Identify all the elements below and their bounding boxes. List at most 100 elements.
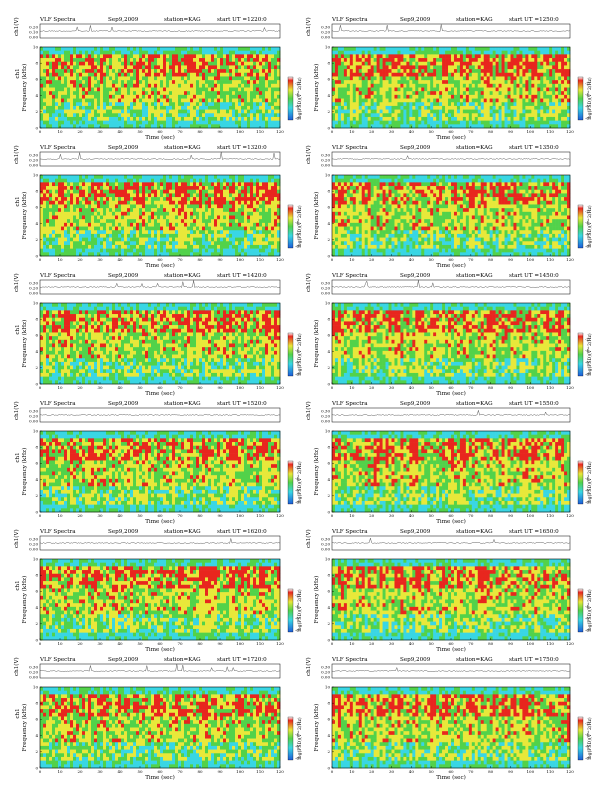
- spectrogram-cell: [223, 69, 226, 73]
- spectrogram-cell: [106, 117, 109, 121]
- spectrogram-cell: [61, 54, 64, 58]
- spectrogram-cell: [202, 110, 205, 114]
- spectrogram-cell: [271, 106, 274, 110]
- spectrogram-cell: [214, 73, 217, 77]
- spectrogram-cell: [70, 121, 73, 125]
- spectrogram-cell: [383, 47, 386, 51]
- spectrogram-cell: [136, 54, 139, 58]
- spectrogram-cell: [377, 110, 380, 114]
- spectrogram-cell: [265, 84, 268, 88]
- spectrogram-cell: [103, 106, 106, 110]
- spectrogram-cell: [40, 106, 43, 110]
- spectrogram-cell: [139, 69, 142, 73]
- spectrogram-cell: [356, 54, 359, 58]
- spectrogram-cell: [389, 99, 392, 103]
- spectrogram-cell: [70, 76, 73, 80]
- spectrogram-cell: [430, 106, 433, 110]
- spectrogram-cell: [217, 80, 220, 84]
- spectrogram-cell: [190, 58, 193, 62]
- spectrogram-cell: [55, 121, 58, 125]
- spectrogram-cell: [460, 69, 463, 73]
- spectrogram-cell: [350, 113, 353, 117]
- spectrogram-cell: [148, 84, 151, 88]
- spectrogram-cell: [88, 69, 91, 73]
- spectrogram-cell: [424, 117, 427, 121]
- spectrogram-cell: [490, 95, 493, 99]
- spectrogram-cell: [181, 121, 184, 125]
- spectrogram-cell: [73, 117, 76, 121]
- spectrogram-cell: [70, 106, 73, 110]
- spectrogram-cell: [52, 113, 55, 117]
- spectrogram-cell: [433, 80, 436, 84]
- spectrogram-cell: [76, 54, 79, 58]
- spectrogram-cell: [368, 80, 371, 84]
- spectrogram-cell: [151, 84, 154, 88]
- spectrogram-cell: [442, 80, 445, 84]
- spectrogram-cell: [406, 106, 409, 110]
- spectrogram-cell: [502, 95, 505, 99]
- spectrogram-cell: [97, 110, 100, 114]
- spectrogram-cell: [274, 58, 277, 62]
- spectrogram-cell: [433, 121, 436, 125]
- spectrogram-cell: [145, 99, 148, 103]
- spectrogram-cell: [433, 91, 436, 95]
- spectrogram-cell: [484, 62, 487, 66]
- spectrogram-cell: [338, 76, 341, 80]
- spectrogram-cell: [241, 47, 244, 51]
- spectrogram-cell: [457, 106, 460, 110]
- spectrogram-cell: [202, 91, 205, 95]
- spectrogram-cell: [356, 58, 359, 62]
- spectrogram-cell: [106, 69, 109, 73]
- spectrogram-cell: [220, 47, 223, 51]
- spectrogram-cell: [460, 54, 463, 58]
- spectrogram-cell: [350, 54, 353, 58]
- spectrogram-cell: [88, 47, 91, 51]
- spectrogram-cell: [112, 62, 115, 66]
- spectrogram-cell: [481, 110, 484, 114]
- panel-date: Sep9,2009: [108, 17, 139, 23]
- spectrogram-cell: [481, 99, 484, 103]
- spectrogram-cell: [55, 102, 58, 106]
- spectrogram-cell: [193, 95, 196, 99]
- spectrogram-cell: [383, 84, 386, 88]
- spectrogram-cell: [344, 69, 347, 73]
- spectrogram-cell: [175, 102, 178, 106]
- spectrogram-cell: [481, 84, 484, 88]
- spectrogram-cell: [70, 58, 73, 62]
- spectrogram-cell: [265, 117, 268, 121]
- spectrogram-cell: [67, 113, 70, 117]
- spectrogram-cell: [121, 62, 124, 66]
- spectrogram-cell: [175, 51, 178, 55]
- spectrogram-cell: [43, 88, 46, 92]
- spectrogram-cell: [463, 54, 466, 58]
- spectrogram-cell: [262, 121, 265, 125]
- spectrogram-cell: [61, 76, 64, 80]
- spectrogram-cell: [344, 110, 347, 114]
- spectrogram-cell: [88, 95, 91, 99]
- spectrogram-cell: [386, 62, 389, 66]
- spectrogram-cell: [274, 91, 277, 95]
- spectrogram-cell: [490, 58, 493, 62]
- spectrogram-cell: [124, 99, 127, 103]
- spectrogram-cell: [76, 121, 79, 125]
- spectrogram-cell: [103, 58, 106, 62]
- spectrogram-cell: [356, 117, 359, 121]
- spectrogram-cell: [412, 113, 415, 117]
- spectrogram-cell: [232, 80, 235, 84]
- spectrogram-cell: [196, 102, 199, 106]
- spectrogram-cell: [274, 84, 277, 88]
- spectrogram-cell: [94, 88, 97, 92]
- spectrogram-cell: [181, 117, 184, 121]
- spectrogram-cell: [421, 99, 424, 103]
- spectrogram-cell: [362, 51, 365, 55]
- spectrogram-cell: [172, 58, 175, 62]
- spectrogram-cell: [40, 110, 43, 114]
- spectrogram-cell: [91, 51, 94, 55]
- spectrogram-cell: [145, 117, 148, 121]
- spectrogram-cell: [397, 99, 400, 103]
- spectrogram-cell: [112, 51, 115, 55]
- spectrogram-cell: [241, 106, 244, 110]
- spectrogram-cell: [268, 73, 271, 77]
- spectrogram-cell: [229, 110, 232, 114]
- spectrogram-cell: [196, 73, 199, 77]
